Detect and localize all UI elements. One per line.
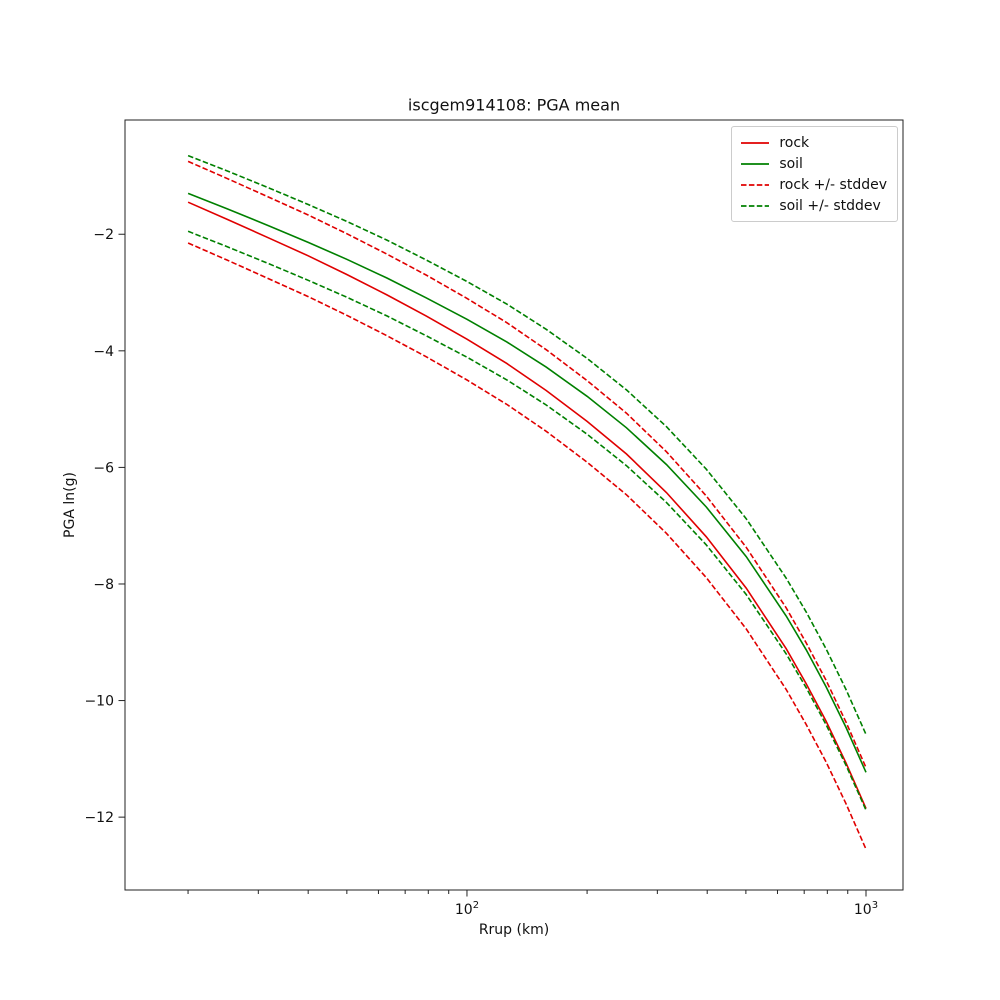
legend-label: soil +/- stddev	[779, 197, 881, 214]
legend-line-sample	[741, 204, 770, 207]
plot-background	[125, 120, 903, 890]
series-soil_plus_stddev-line	[187, 154, 867, 735]
series-rock_plus_stddev-line	[187, 160, 867, 768]
legend-line-sample	[741, 141, 770, 144]
legend: rock soil rock +/- stddev soil +/- stddev	[731, 126, 898, 222]
legend-label: rock +/- stddev	[779, 176, 887, 193]
legend-item-rock: rock	[740, 132, 887, 153]
x-tick-label: 103	[854, 900, 878, 918]
legend-item-soil: soil	[740, 153, 887, 174]
series-soil-line	[187, 192, 867, 773]
legend-item-soil-stddev: soil +/- stddev	[740, 195, 887, 216]
x-axis-label: Rrup (km)	[478, 922, 550, 938]
legend-line-sample	[741, 162, 770, 165]
x-tick-label: 102	[455, 900, 479, 918]
legend-label: soil	[779, 155, 803, 172]
y-tick-label: −10	[84, 694, 114, 710]
series-group	[187, 154, 867, 850]
legend-item-rock-stddev: rock +/- stddev	[740, 174, 887, 195]
y-tick-label: −4	[93, 344, 114, 360]
legend-line-sample	[741, 183, 770, 186]
legend-label: rock	[779, 134, 810, 151]
y-axis-label: PGA ln(g)	[62, 472, 78, 538]
y-tick-label: −8	[93, 577, 114, 593]
series-rock-line	[187, 201, 867, 809]
axes-spines	[124, 119, 904, 891]
y-tick-label: −6	[93, 460, 114, 476]
y-tick-label: −12	[84, 810, 114, 826]
series-rock_minus_stddev-line	[187, 242, 867, 850]
series-soil_minus_stddev-line	[187, 230, 867, 811]
chart-title: iscgem914108: PGA mean	[407, 95, 621, 115]
y-tick-label: −2	[93, 227, 114, 243]
